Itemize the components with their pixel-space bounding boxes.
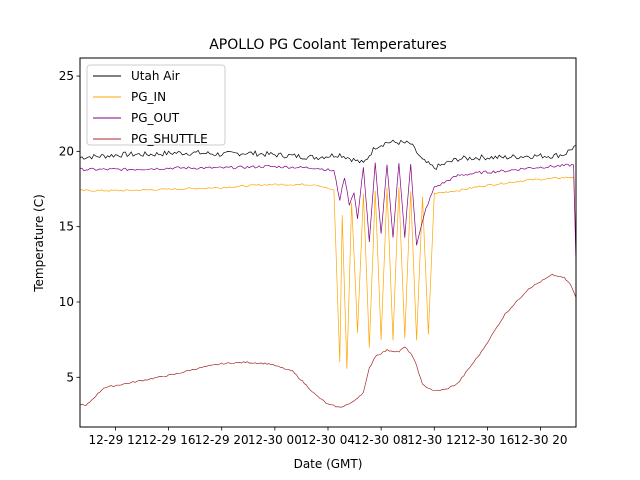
x-tick-label: 12-30 16: [460, 433, 514, 447]
x-tick-label: 12-29 20: [195, 433, 249, 447]
legend-label: Utah Air: [131, 69, 180, 83]
y-axis-label: Temperature (C): [32, 194, 46, 293]
x-tick-label: 12-30 00: [248, 433, 302, 447]
x-axis-label: Date (GMT): [294, 457, 363, 471]
legend-label: PG_SHUTTLE: [131, 132, 208, 146]
series-line-pg-shuttle: [79, 273, 577, 408]
plot-frame: [79, 57, 577, 428]
series-line-pg-out: [79, 162, 577, 265]
x-tick-labels: 12-29 12 12-29 16 12-29 20 12-30 00 12-30 04…: [88, 433, 567, 447]
series-layer: [79, 139, 577, 408]
legend-box: [86, 64, 226, 146]
series-line-utah-air: [79, 139, 577, 171]
y-tick-label: 5: [66, 370, 74, 384]
tick-marks: [76, 75, 541, 431]
x-tick-label: 12-30 20: [514, 433, 568, 447]
y-tick-label: 15: [59, 220, 74, 234]
legend: Utah Air PG_IN PG_OUT PG_SHUTTLE: [86, 64, 226, 146]
y-tick-label: 20: [59, 144, 74, 158]
x-tick-label: 12-29 12: [88, 433, 142, 447]
x-tick-label: 12-30 04: [301, 433, 355, 447]
y-tick-label: 25: [59, 69, 74, 83]
legend-label: PG_IN: [131, 90, 166, 104]
x-tick-label: 12-30 08: [354, 433, 408, 447]
legend-label: PG_OUT: [131, 111, 180, 125]
y-tick-labels: 5 10 15 20 25: [59, 69, 74, 384]
y-tick-label: 10: [59, 295, 74, 309]
x-tick-label: 12-30 12: [407, 433, 461, 447]
x-tick-label: 12-29 16: [142, 433, 196, 447]
series-line-pg-in: [79, 176, 577, 369]
chart-title: APOLLO PG Coolant Temperatures: [209, 37, 447, 53]
